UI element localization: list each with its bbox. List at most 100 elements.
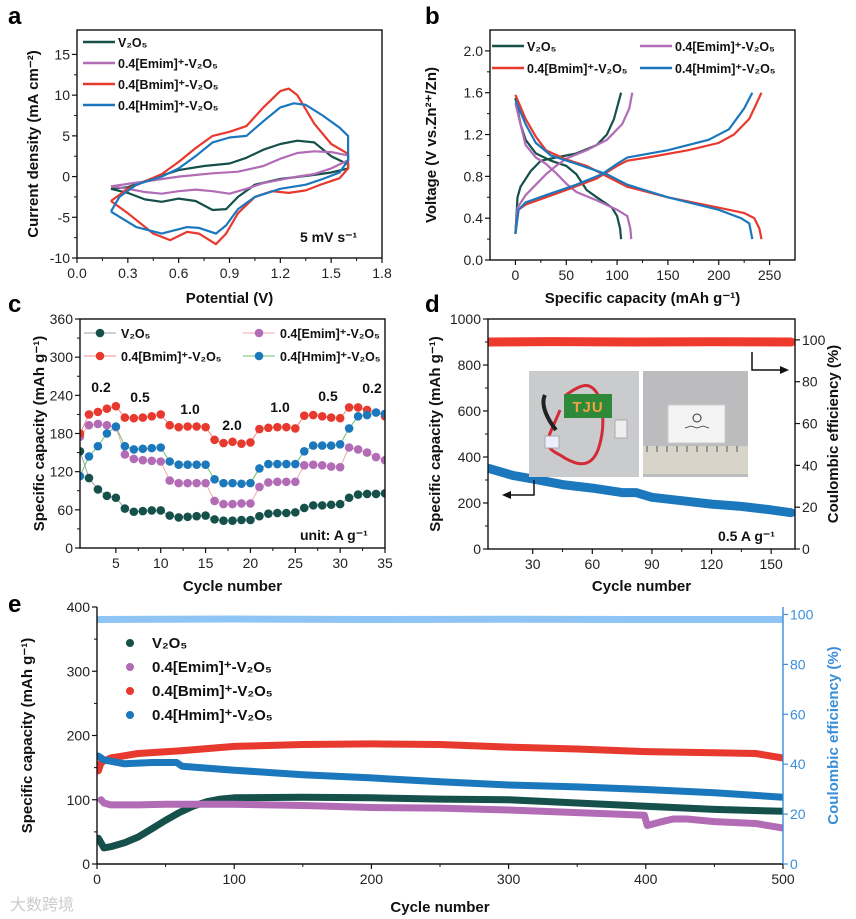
- annotation: 2.0: [222, 417, 242, 433]
- data-point: [264, 509, 273, 518]
- data-point: [264, 459, 273, 469]
- x-tick-label: 10: [153, 555, 169, 571]
- data-point: [246, 478, 255, 488]
- data-point: [174, 513, 183, 522]
- axis-arrows: [502, 352, 789, 499]
- annotation: 0.5: [318, 388, 338, 404]
- data-point: [299, 447, 309, 456]
- data-point: [80, 429, 85, 438]
- charge-curve-2: [514, 92, 763, 235]
- data-point: [111, 493, 121, 503]
- legend-marker: [126, 711, 134, 719]
- data-point: [210, 515, 219, 524]
- data-point: [344, 424, 354, 433]
- data-point: [326, 462, 336, 471]
- y-tick-label: 100: [67, 792, 91, 808]
- x-axis-label: Specific capacity (mAh g⁻¹): [545, 290, 740, 307]
- panel-a: a 0.0 0.3 0.6 0.9 1.2 1.5 1.8 -10 -5 0 5 10 15 Potenti…: [8, 3, 392, 307]
- data-point: [228, 499, 237, 509]
- y-axis-label: Specific capacity (mAh g⁻¹): [19, 638, 36, 833]
- data-point: [335, 462, 345, 472]
- x-tick-label: 150: [656, 267, 680, 283]
- x-tick-label: 0: [512, 267, 520, 283]
- arrowhead: [780, 366, 789, 374]
- y-tick-label: 0: [65, 540, 73, 556]
- data-point: [192, 478, 201, 488]
- legend-label: V₂O₅: [527, 40, 557, 54]
- legend-item: V₂O₅: [84, 327, 151, 341]
- data-point: [290, 477, 300, 487]
- data-point: [299, 503, 309, 513]
- legend-label: 0.4[Emim]⁺-V₂O₅: [280, 327, 380, 341]
- x-tick-label: 20: [243, 555, 259, 571]
- x-tick-label: 60: [585, 556, 601, 572]
- series-line-1: [110, 150, 350, 195]
- x-tick-label: 100: [223, 871, 247, 887]
- x-tick-label: 300: [497, 871, 521, 887]
- data-point: [192, 511, 201, 521]
- legend-label: 0.4[Hmim]⁺-V₂O₅: [118, 99, 219, 113]
- legend-item: 0.4[Emim]⁺-V₂O₅: [83, 57, 218, 71]
- legend-item: V₂O₅: [83, 36, 148, 50]
- data-point: [156, 443, 166, 452]
- data-point: [255, 424, 264, 434]
- data-point: [282, 477, 291, 487]
- legend-label: 0.4[Emim]⁺-V₂O₅: [118, 57, 218, 71]
- y2-tick-label: 80: [790, 656, 806, 672]
- y-tick-label: 15: [54, 46, 70, 62]
- data-point: [192, 422, 201, 431]
- legend-marker: [126, 663, 134, 671]
- legend-label: 0.4[Bmim]⁺-V₂O₅: [121, 350, 222, 364]
- plot-area: [109, 87, 350, 246]
- x-tick-label: 25: [288, 555, 304, 571]
- y-tick-label: -10: [50, 250, 70, 266]
- y-tick-label: 300: [50, 349, 74, 365]
- y-tick-label: -5: [58, 209, 71, 225]
- y2-tick-label: 60: [802, 416, 818, 432]
- legend-label: 0.4[Hmim]⁺-V₂O₅: [152, 707, 273, 724]
- annotation: 0.5: [130, 389, 150, 405]
- data-point: [255, 482, 264, 492]
- y2-tick-label: 60: [790, 706, 806, 722]
- data-point: [138, 444, 148, 454]
- data-point: [255, 511, 264, 521]
- data-point: [129, 507, 139, 517]
- data-point: [210, 496, 219, 506]
- data-point: [353, 490, 363, 499]
- y2-tick-label: 40: [802, 457, 818, 473]
- y2-axis-label: Coulombic efficiency (%): [825, 646, 842, 824]
- discharge-curve-0: [514, 97, 623, 240]
- series-band-0: [97, 793, 783, 852]
- x-axis-label: Cycle number: [390, 899, 489, 916]
- data-point: [102, 420, 112, 430]
- pouch-cell: [544, 435, 560, 449]
- y-tick-label: 5: [62, 128, 70, 144]
- series-band-1: [97, 796, 783, 832]
- data-point: [201, 511, 210, 520]
- legend-label: V₂O₅: [152, 635, 187, 652]
- data-point: [282, 508, 291, 518]
- data-point: [102, 429, 112, 438]
- y-tick-label: 60: [57, 502, 73, 518]
- data-point: [93, 485, 103, 494]
- data-point: [84, 452, 94, 461]
- watermark: 大数跨境: [10, 895, 74, 914]
- annotation: 5 mV s⁻¹: [300, 229, 358, 245]
- y2-tick-label: 100: [802, 332, 826, 348]
- data-point: [120, 413, 130, 422]
- x-tick-label: 0.9: [220, 265, 240, 281]
- x-axis-label: Potential (V): [186, 290, 274, 307]
- x-axis-label: Cycle number: [183, 578, 282, 595]
- x-tick-label: 5: [112, 555, 120, 571]
- arrowhead: [502, 491, 511, 499]
- y-axis-label: Voltage (V vs.Zn²⁺/Zn): [423, 67, 440, 223]
- data-point: [264, 423, 273, 433]
- panel-label: c: [8, 291, 21, 318]
- data-point: [228, 478, 237, 488]
- data-point: [201, 422, 210, 432]
- data-point: [326, 500, 336, 510]
- legend-label: 0.4[Bmim]⁺-V₂O₅: [152, 683, 273, 700]
- y-tick-label: 0.0: [464, 252, 484, 268]
- pouch-cell: [614, 419, 628, 439]
- data-point: [273, 508, 282, 518]
